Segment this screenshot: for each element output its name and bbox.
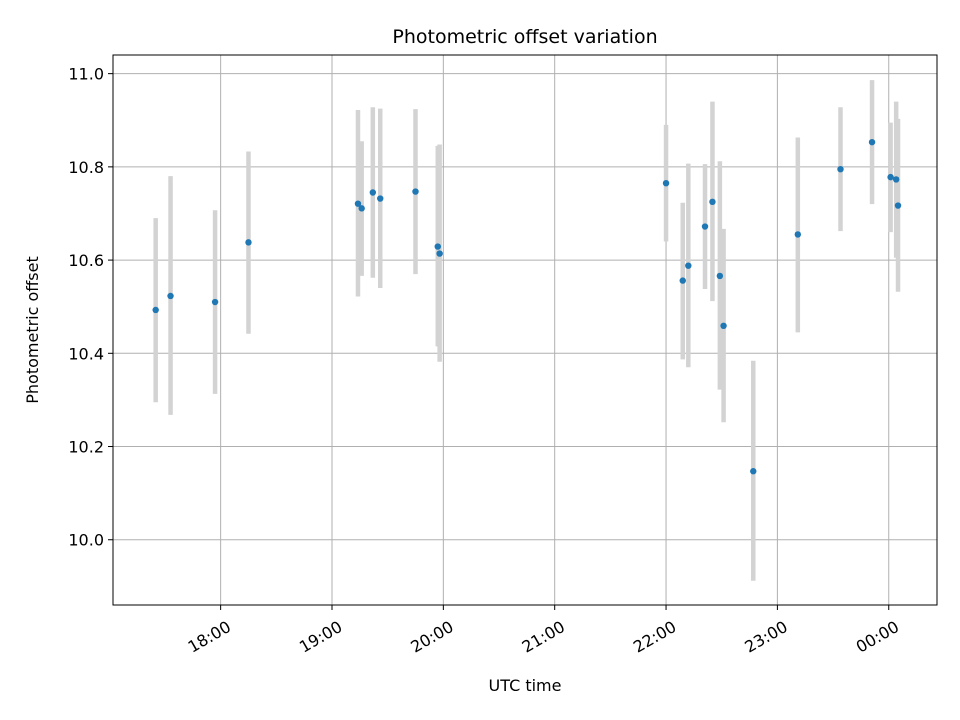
data-point [716, 272, 724, 280]
y-tick-label: 10.4 [68, 344, 104, 363]
y-tick-label: 11.0 [68, 65, 104, 84]
data-point [894, 202, 902, 209]
data-point [750, 468, 757, 475]
data-point [369, 189, 377, 196]
y-tick-label: 10.2 [68, 438, 104, 457]
data-point [709, 198, 716, 206]
data-point [436, 250, 443, 257]
data-point [887, 173, 894, 181]
data-point [167, 292, 174, 300]
data-point [868, 138, 876, 146]
data-point [152, 306, 159, 314]
data-point [685, 262, 692, 269]
data-point [720, 322, 727, 330]
y-axis-title: Photometric offset [23, 256, 42, 404]
data-point [245, 239, 252, 246]
data-point [354, 200, 362, 207]
data-point [794, 231, 802, 238]
data-point [662, 179, 670, 187]
y-tick-label: 10.0 [68, 531, 104, 550]
plot-frame [112, 54, 938, 606]
data-point [434, 243, 441, 250]
y-tick-label: 10.8 [68, 158, 104, 177]
data-point [892, 176, 900, 183]
data-point [701, 223, 709, 230]
y-tick-label: 10.6 [68, 251, 104, 270]
chart-title: Photometric offset variation [392, 26, 657, 48]
data-point [211, 298, 219, 306]
data-points [152, 138, 902, 475]
data-point [837, 165, 844, 173]
y-axis-ticks: 10.0 10.2 10.4 10.6 10.8 11.0 [68, 65, 113, 550]
data-point [358, 205, 365, 212]
x-axis-title: UTC time [489, 676, 562, 695]
data-point [377, 195, 384, 202]
data-point [679, 277, 686, 284]
data-point [412, 188, 419, 195]
